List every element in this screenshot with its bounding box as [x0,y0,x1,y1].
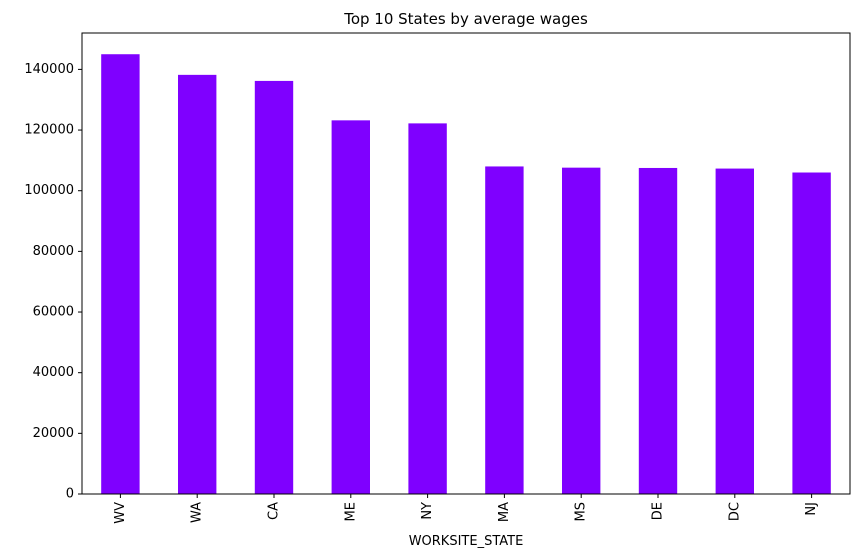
x-tick-label-wv: WV [113,502,128,524]
plot-frame [81,32,851,495]
bar-me [331,120,370,495]
bar-de [638,167,678,495]
x-tick-label-ms: MS [574,502,589,521]
bar-ms [562,167,601,494]
x-tick-label-ny: NY [420,502,435,520]
x-axis-label: WORKSITE_STATE [409,534,524,549]
x-axis-ticks: WV WA CA ME NY MA MS DE DC NJ [113,494,819,524]
bar-ca [254,80,294,494]
x-tick-label-me: ME [343,502,358,521]
y-axis-ticks: 0 20000 40000 60000 80000 100000 120000 140000 [24,62,82,502]
bar-ma [485,166,524,494]
y-tick-label: 20000 [33,426,74,441]
chart-title: Top 10 States by average wages [343,10,588,28]
bar-wv [101,54,140,495]
bar-ny [408,123,447,495]
x-tick-label-ma: MA [497,502,512,522]
y-tick-label: 0 [66,487,74,502]
x-tick-label-wa: WA [190,502,205,523]
bar-nj [792,172,831,494]
y-tick-label: 40000 [33,365,74,380]
x-tick-label-ca: CA [267,502,282,520]
x-tick-label-dc: DC [727,502,742,521]
bar-wa [178,74,217,495]
bar-dc [715,168,754,495]
x-tick-label-nj: NJ [804,502,819,516]
y-tick-label: 140000 [24,62,74,77]
y-tick-label: 120000 [24,123,74,138]
y-tick-label: 80000 [33,244,74,259]
y-tick-label: 100000 [24,183,74,198]
y-tick-label: 60000 [33,305,74,320]
bars-group [101,54,831,495]
x-tick-label-de: DE [651,502,666,520]
